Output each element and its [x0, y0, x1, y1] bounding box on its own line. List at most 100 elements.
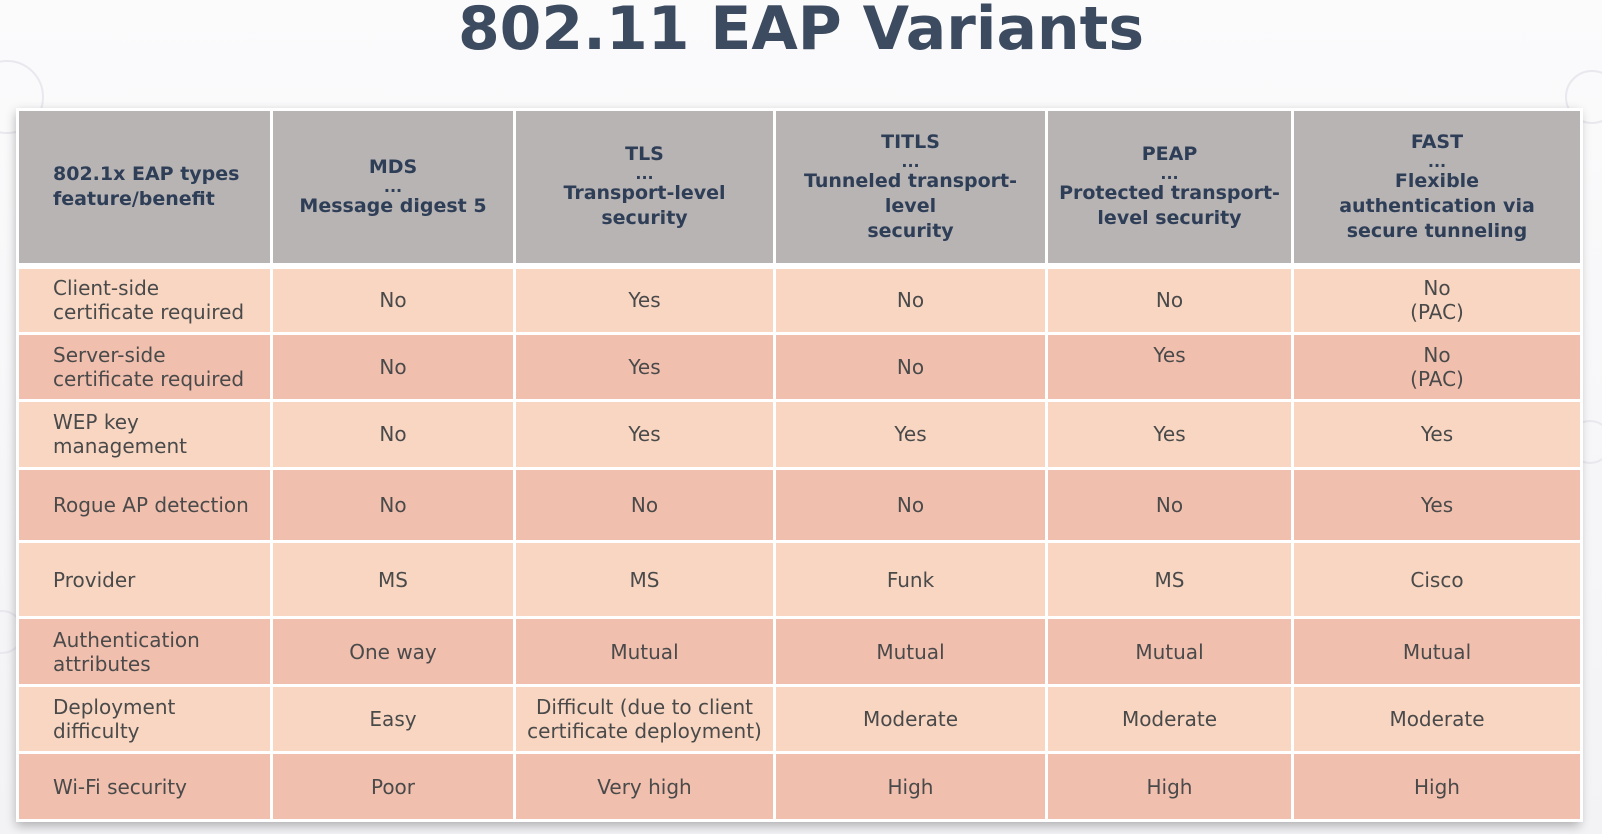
row-label-line: Provider [53, 567, 136, 592]
table-row: Wi-Fi security Poor Very high High High … [16, 751, 1583, 822]
table-cell: Mutual [773, 616, 1048, 687]
header-column-name: TITLS [881, 130, 940, 153]
row-label-line: certificate required [53, 300, 245, 325]
row-label-client-certificate: Client-side certificate required [16, 262, 273, 335]
row-label-wifi-security: Wi-Fi security [16, 751, 273, 822]
table-cell: Very high [513, 751, 776, 822]
cell-line: No [1423, 276, 1451, 301]
header-column-description: authentication via [1339, 194, 1535, 217]
header-separator: ... [1427, 151, 1447, 171]
table-cell: Yes [1291, 399, 1583, 470]
table-cell: Yes [1045, 399, 1294, 470]
table-cell: No [270, 262, 516, 335]
header-separator: ... [901, 151, 920, 171]
table-cell: No [270, 466, 516, 544]
row-label-server-certificate: Server-side certificate required [16, 331, 273, 403]
row-label-line: Server-side [53, 342, 166, 367]
header-peap: PEAP ... Protected transport- level secu… [1045, 108, 1294, 267]
row-label-line: Wi-Fi security [53, 774, 187, 799]
table-cell: No (PAC) [1291, 262, 1583, 335]
table-cell: One way [270, 616, 516, 687]
row-label-line: certificate required [53, 366, 245, 391]
header-mds: MDS ... Message digest 5 [270, 108, 516, 267]
row-label-authentication: Authentication attributes [16, 616, 273, 687]
table-row: Deployment difficulty Easy Difficult (du… [16, 683, 1583, 755]
table-cell: No [1045, 466, 1294, 544]
table-row: Rogue AP detection No No No No Yes [16, 466, 1583, 544]
row-label-line: Rogue AP detection [53, 493, 249, 518]
table-cell: Yes [513, 262, 776, 335]
table-cell: Mutual [1291, 616, 1583, 687]
table-cell: No [270, 331, 516, 403]
header-separator: ... [635, 164, 654, 184]
table-cell: Mutual [513, 616, 776, 687]
header-fast: FAST ... Flexible authentication via sec… [1291, 108, 1583, 267]
table-cell: No [513, 466, 776, 544]
table-cell: Mutual [1045, 616, 1294, 687]
row-label-line: Client-side [53, 276, 160, 301]
table-row: WEP key management No Yes Yes Yes Yes [16, 399, 1583, 470]
row-label-line: attributes [53, 651, 151, 676]
table-cell: Moderate [1045, 683, 1294, 755]
table-cell: Easy [270, 683, 516, 755]
table-cell: High [773, 751, 1048, 822]
header-feature-benefit: 802.1x EAP types feature/benefit [16, 108, 273, 267]
table-cell: Moderate [773, 683, 1048, 755]
header-column-name: PEAP [1141, 143, 1198, 166]
header-titls: TITLS ... Tunneled transport-level secur… [773, 108, 1048, 267]
table-cell: High [1045, 751, 1294, 822]
table-cell: No [1045, 262, 1294, 335]
cell-line: certificate deployment) [527, 719, 762, 744]
table-cell: High [1291, 751, 1583, 822]
table-cell: No (PAC) [1291, 331, 1583, 403]
table-cell: MS [1045, 540, 1294, 620]
header-separator: ... [1160, 164, 1179, 184]
table-cell: Difficult (due to client certificate dep… [513, 683, 776, 755]
table-cell: No [773, 331, 1048, 403]
table-row: Authentication attributes One way Mutual… [16, 616, 1583, 687]
table-cell: Yes [1291, 466, 1583, 544]
header-column-name: TLS [625, 143, 664, 166]
header-feature-line: feature/benefit [53, 187, 215, 210]
header-tls: TLS ... Transport-level security [513, 108, 776, 267]
table-cell: Yes [1045, 331, 1294, 403]
cell-line: Difficult (due to client [536, 695, 753, 720]
table-row: Server-side certificate required No Yes … [16, 331, 1583, 403]
eap-comparison-table-container: 802.1x EAP types feature/benefit MDS ...… [16, 108, 1583, 822]
header-column-description: Message digest 5 [299, 194, 487, 217]
row-label-line: WEP key [53, 410, 139, 435]
row-label-line: Deployment [53, 695, 176, 720]
header-column-description: secure tunneling [1346, 219, 1528, 242]
cell-line: No [1423, 342, 1451, 367]
cell-line: (PAC) [1410, 366, 1464, 391]
table-cell: MS [270, 540, 516, 620]
row-label-provider: Provider [16, 540, 273, 620]
table-cell: MS [513, 540, 776, 620]
row-label-rogue-ap: Rogue AP detection [16, 466, 273, 544]
table-cell: Yes [773, 399, 1048, 470]
header-feature-line: 802.1x EAP types [53, 162, 240, 185]
row-label-line: management [53, 434, 187, 459]
table-row: Provider MS MS Funk MS Cisco [16, 540, 1583, 620]
table-row: Client-side certificate required No Yes … [16, 262, 1583, 335]
table-cell: Moderate [1291, 683, 1583, 755]
header-column-description: Transport-level security [563, 182, 726, 230]
table-cell: Funk [773, 540, 1048, 620]
table-cell: Cisco [1291, 540, 1583, 620]
table-cell: No [773, 262, 1048, 335]
row-label-line: difficulty [53, 719, 140, 744]
table-cell: Yes [513, 399, 776, 470]
row-label-deployment: Deployment difficulty [16, 683, 273, 755]
header-column-description: security [867, 219, 954, 242]
header-column-description: Flexible [1394, 169, 1480, 192]
cell-line: (PAC) [1410, 300, 1464, 325]
header-column-description: Protected transport- [1059, 182, 1280, 205]
header-separator: ... [383, 176, 403, 196]
row-label-wep-key: WEP key management [16, 399, 273, 470]
table-cell: Yes [513, 331, 776, 403]
eap-comparison-table: 802.1x EAP types feature/benefit MDS ...… [16, 108, 1583, 822]
header-column-name: MDS [368, 155, 418, 178]
header-column-description: level security [1097, 207, 1242, 230]
header-column-name: FAST [1410, 130, 1464, 153]
header-row: 802.1x EAP types feature/benefit MDS ...… [16, 108, 1583, 267]
